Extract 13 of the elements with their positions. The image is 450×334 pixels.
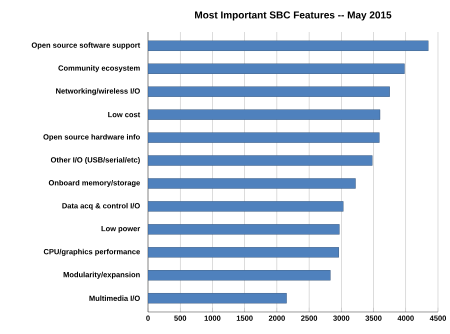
bar [148,132,380,143]
bar [148,293,287,304]
bar [148,86,390,97]
bar [148,40,429,51]
bar [148,64,405,74]
bar [148,109,380,120]
bar [148,247,339,258]
bar [148,224,340,235]
bar [148,178,356,189]
chart-title: Most Important SBC Features -- May 2015 [195,11,392,20]
bar [148,270,331,280]
bar [148,155,372,166]
bar [148,201,344,212]
